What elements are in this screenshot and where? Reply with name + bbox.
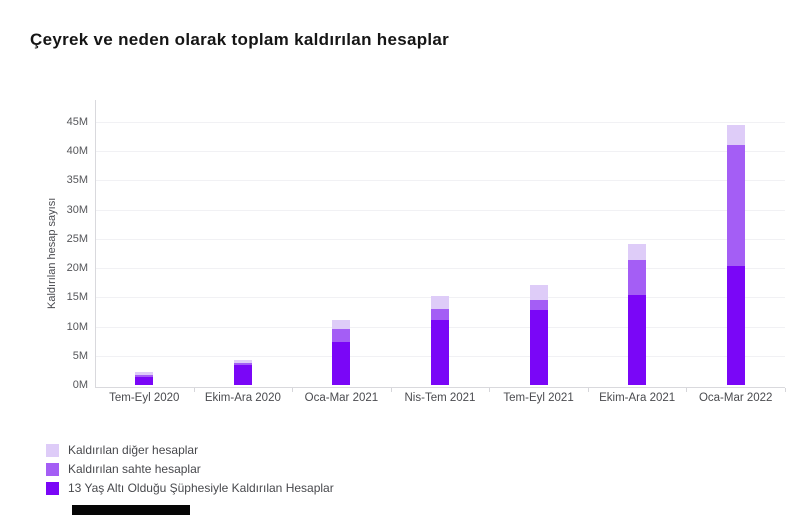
- x-axis-line: [95, 387, 785, 388]
- bar-segment-other-ekim-ara-2020[interactable]: [233, 359, 252, 364]
- bar-segment-other-ekim-ara-2021[interactable]: [628, 243, 647, 260]
- bottom-black-bar: [72, 505, 190, 515]
- bar-segment-under13-tem-eyl-2021[interactable]: [529, 309, 548, 385]
- y-axis-line: [95, 100, 96, 387]
- legend-swatch-fake: [46, 462, 59, 476]
- bar-segment-fake-tem-eyl-2021[interactable]: [529, 300, 548, 310]
- bar-segment-under13-ekim-ara-2020[interactable]: [233, 364, 252, 385]
- x-axis-label-ekim-ara-2021: Ekim-Ara 2021: [599, 392, 676, 404]
- gridline-40M: [95, 151, 785, 153]
- y-tick-label-45M: 45M: [66, 116, 88, 128]
- gridline-35M: [95, 180, 785, 182]
- x-tick-mark: [193, 388, 195, 392]
- x-tick-mark: [587, 388, 589, 392]
- legend-item-fake[interactable]: Kaldırılan sahte hesaplar: [46, 460, 334, 478]
- y-tick-label-15M: 15M: [66, 291, 88, 304]
- y-tick-label-10M: 10M: [66, 320, 88, 333]
- x-tick-mark: [489, 388, 491, 392]
- x-axis-label-tem-eyl-2021: Tem-Eyl 2021: [503, 392, 574, 404]
- bar-segment-under13-ekim-ara-2021[interactable]: [628, 294, 647, 385]
- legend-swatch-other: [46, 443, 59, 457]
- bar-segment-under13-nis-tem-2021[interactable]: [431, 319, 449, 385]
- legend-item-other[interactable]: Kaldırılan diğer hesaplar: [46, 441, 334, 459]
- bar-segment-under13-oca-mar-2021[interactable]: [332, 342, 351, 385]
- bar-segment-other-tem-eyl-2020[interactable]: [135, 371, 154, 376]
- y-tick-label-30M: 30M: [66, 203, 88, 216]
- y-axis-title: Kaldırılan hesap sayısı: [46, 197, 58, 310]
- bar-segment-other-oca-mar-2021[interactable]: [332, 319, 351, 330]
- y-tick-label-5M: 5M: [72, 349, 88, 362]
- gridline-30M: [95, 209, 785, 211]
- x-axis-label-tem-eyl-2020: Tem-Eyl 2020: [109, 392, 180, 404]
- x-axis-label-nis-tem-2021: Nis-Tem 2021: [404, 392, 476, 404]
- legend-item-label: Kaldırılan diğer hesaplar: [68, 443, 199, 457]
- x-axis-label-oca-mar-2021: Oca-Mar 2021: [304, 392, 379, 404]
- bar-segment-fake-ekim-ara-2020[interactable]: [233, 363, 252, 365]
- bar-segment-fake-nis-tem-2021[interactable]: [431, 309, 449, 320]
- bar-segment-other-oca-mar-2022[interactable]: [726, 124, 745, 145]
- x-tick-mark: [785, 388, 786, 392]
- bar-segment-other-tem-eyl-2021[interactable]: [529, 285, 548, 301]
- legend-item-under13[interactable]: 13 Yaş Altı Olduğu Şüphesiyle Kaldırılan…: [46, 479, 334, 497]
- x-axis-label-oca-mar-2022: Oca-Mar 2022: [698, 392, 773, 404]
- y-tick-label-40M: 40M: [66, 145, 88, 158]
- gridline-20M: [95, 268, 785, 270]
- chart-legend: Kaldırılan diğer hesaplar Kaldırılan saht…: [46, 441, 334, 498]
- x-tick-mark: [292, 388, 294, 392]
- x-tick-mark: [686, 388, 688, 392]
- x-tick-mark: [390, 388, 392, 392]
- legend-swatch-under13: [46, 481, 59, 495]
- gridline-45M: [95, 122, 785, 123]
- bar-segment-fake-ekim-ara-2021[interactable]: [628, 259, 647, 295]
- gridline-25M: [95, 238, 785, 240]
- bar-segment-other-nis-tem-2021[interactable]: [431, 295, 449, 310]
- bar-segment-under13-tem-eyl-2020[interactable]: [135, 376, 154, 385]
- y-tick-label-20M: 20M: [66, 262, 88, 275]
- bar-segment-fake-oca-mar-2021[interactable]: [332, 329, 351, 343]
- y-tick-label-0M: 0M: [72, 379, 88, 391]
- x-axis-label-ekim-ara-2020: Ekim-Ara 2020: [204, 392, 281, 404]
- bar-segment-fake-oca-mar-2022[interactable]: [726, 144, 745, 266]
- legend-item-label: 13 Yaş Altı Olduğu Şüphesiyle Kaldırılan…: [68, 481, 334, 495]
- bar-segment-under13-oca-mar-2022[interactable]: [726, 265, 745, 385]
- legend-item-label: Kaldırılan sahte hesaplar: [68, 462, 201, 476]
- y-tick-label-25M: 25M: [66, 232, 88, 245]
- chart-title: Çeyrek ve neden olarak toplam kaldırılan…: [30, 30, 450, 49]
- bar-segment-fake-tem-eyl-2020[interactable]: [135, 375, 154, 377]
- y-tick-label-35M: 35M: [66, 174, 88, 187]
